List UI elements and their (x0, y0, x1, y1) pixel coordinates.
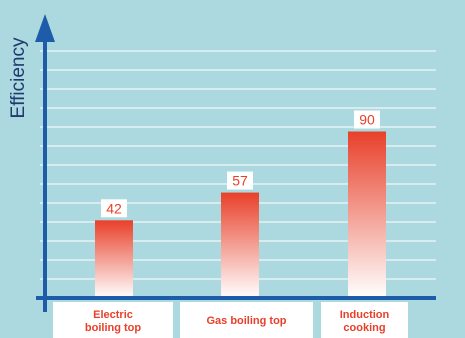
labels: 42 57 90 Electric boiling top Gas boiling top… (53, 110, 408, 338)
data-label-box (227, 171, 253, 190)
category-label-box (53, 302, 173, 338)
y-axis-label: Efficiency (8, 37, 29, 118)
bar (95, 220, 133, 298)
data-label-box (101, 199, 127, 218)
category-label: Electric boiling top (85, 309, 141, 334)
category-label-box (321, 302, 408, 338)
category-label: Gas boiling top (206, 315, 286, 327)
y-axis-arrow (35, 14, 55, 42)
data-label: 42 (106, 200, 122, 216)
data-label: 90 (359, 112, 375, 128)
axes (35, 14, 436, 312)
bar (221, 192, 259, 298)
bars (95, 131, 386, 298)
bar (348, 131, 386, 298)
category-label-box (180, 302, 313, 338)
category-label: Induction cooking (340, 309, 390, 334)
data-label: 57 (232, 173, 248, 189)
data-label-box (354, 110, 380, 129)
